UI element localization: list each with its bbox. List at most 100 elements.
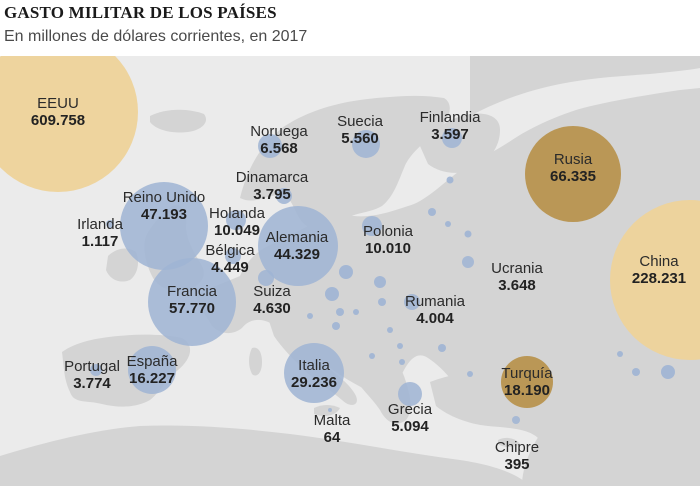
country-name: Polonia: [362, 223, 414, 240]
country-value: 10.010: [365, 239, 411, 257]
label-reino-unido: Reino Unido 47.193: [122, 189, 206, 224]
bubble-eeuu: [0, 56, 138, 192]
bubble-espana: [128, 346, 176, 394]
country-name: Irlanda: [77, 216, 123, 233]
bubble-suecia: [352, 130, 380, 158]
small-country-dot: [387, 327, 393, 333]
bubble-reino-unido: [120, 182, 208, 270]
country-name: Noruega: [250, 123, 308, 140]
country-name: Suiza: [253, 283, 291, 300]
label-china: China 228.231: [632, 253, 686, 288]
country-name: China: [639, 253, 679, 270]
bubble-francia: [148, 258, 236, 346]
bubble-italia: [284, 343, 344, 403]
country-value: 3.795: [253, 185, 291, 203]
label-rumania: Rumania 4.004: [405, 293, 465, 328]
country-value: 6.568: [260, 139, 298, 157]
small-country-dot: [445, 221, 451, 227]
bubble-irlanda: [106, 220, 114, 228]
bubble-grecia: [398, 382, 422, 406]
country-value: 3.774: [73, 374, 111, 392]
country-name: EEUU: [37, 95, 79, 112]
small-country-dot: [438, 344, 446, 352]
small-country-dot: [378, 298, 386, 306]
small-country-dot: [369, 353, 375, 359]
country-value: 395: [504, 455, 530, 473]
small-country-dot: [336, 308, 344, 316]
small-country-dot: [332, 322, 340, 330]
land-north-africa: [0, 425, 530, 486]
country-name: Turquía: [501, 365, 553, 382]
map-area: EEUU 609.758 Noruega 6.568 Suecia 5.560 Finlan…: [0, 56, 700, 486]
country-value: 64: [323, 428, 341, 446]
country-name: Chipre: [494, 439, 540, 456]
label-chipre: Chipre 395: [494, 439, 540, 474]
small-dots-layer: [307, 176, 675, 379]
country-name: Reino Unido: [122, 189, 206, 206]
land-iceland: [150, 109, 207, 133]
country-name: Portugal: [64, 358, 120, 375]
country-name: Francia: [166, 283, 218, 300]
country-value: 47.193: [141, 205, 187, 223]
country-name: Alemania: [265, 229, 329, 246]
label-irlanda: Irlanda 1.117: [77, 216, 123, 251]
country-name: Bélgica: [205, 242, 255, 259]
label-italia: Italia 29.236: [291, 357, 337, 392]
bubble-holanda: [226, 210, 246, 230]
label-finlandia: Finlandia 3.597: [420, 109, 481, 144]
label-malta: Malta 64: [314, 412, 351, 447]
small-country-dot: [464, 230, 472, 238]
country-name: Rusia: [553, 151, 593, 168]
label-ucrania: Ucrania 3.648: [491, 260, 543, 295]
country-name: Suecia: [337, 113, 383, 130]
label-holanda: Holanda 10.049: [209, 205, 265, 240]
small-country-dot: [307, 313, 313, 319]
country-value: 16.227: [129, 369, 175, 387]
land-balkans: [343, 334, 411, 424]
bubble-rusia: [525, 126, 621, 222]
small-country-dot: [353, 309, 359, 315]
country-name: Dinamarca: [235, 169, 309, 186]
small-country-dot: [399, 359, 405, 365]
country-value: 3.597: [431, 125, 469, 143]
country-value: 29.236: [291, 373, 337, 391]
label-grecia: Grecia 5.094: [387, 401, 433, 436]
country-value: 44.329: [274, 245, 320, 263]
land-north-russia: [470, 56, 700, 116]
small-country-dot: [374, 276, 386, 288]
bubble-turquia: [501, 356, 553, 408]
country-name: Ucrania: [491, 260, 543, 277]
map-canvas: [0, 56, 700, 486]
country-name: Italia: [298, 357, 330, 374]
bubble-malta: [328, 408, 332, 412]
country-value: 5.560: [341, 129, 379, 147]
bubble-suiza: [258, 270, 274, 286]
label-dinamarca: Dinamarca 3.795: [235, 169, 309, 204]
label-belgica: Bélgica 4.449: [205, 242, 255, 277]
country-value: 57.770: [169, 299, 215, 317]
small-country-dot: [617, 351, 623, 357]
map-subtitle: En millones de dólares corrientes, en 20…: [4, 28, 308, 45]
country-value: 4.449: [211, 258, 249, 276]
label-eeuu: EEUU 609.758: [31, 95, 85, 130]
country-name: Holanda: [209, 205, 265, 222]
small-country-dot: [428, 208, 436, 216]
land-sardinia: [249, 347, 262, 376]
bubble-finlandia: [442, 128, 462, 148]
label-suecia: Suecia 5.560: [337, 113, 383, 148]
country-name: España: [126, 353, 178, 370]
country-value: 18.190: [504, 381, 550, 399]
land-ireland: [106, 248, 138, 282]
country-value: 1.117: [81, 232, 119, 250]
bubble-belgica: [225, 248, 241, 264]
bubble-polonia: [362, 216, 382, 236]
label-alemania: Alemania 44.329: [265, 229, 329, 264]
label-noruega: Noruega 6.568: [250, 123, 308, 158]
bubble-china: [610, 200, 700, 360]
country-value: 3.648: [498, 276, 536, 294]
country-name: Grecia: [387, 401, 433, 418]
land-scandinavia: [240, 95, 450, 231]
label-suiza: Suiza 4.630: [253, 283, 291, 318]
bubble-rumania: [404, 294, 420, 310]
country-value: 10.049: [214, 221, 260, 239]
